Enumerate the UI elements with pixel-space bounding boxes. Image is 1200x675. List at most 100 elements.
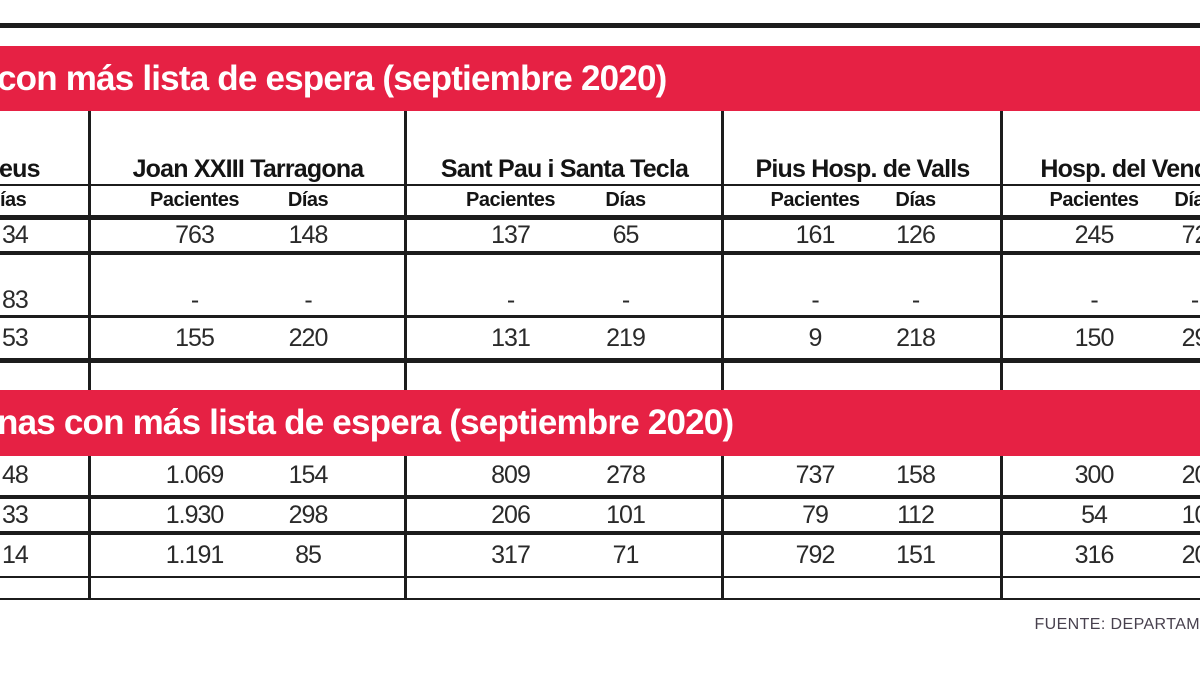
section-2-title: nas con más lista de espera (septiembre …	[0, 403, 734, 442]
cell-value: 158	[896, 461, 936, 489]
cell-value: 1.930	[165, 500, 225, 529]
grid-hline	[0, 215, 1200, 220]
left-cut-value: 83	[2, 286, 29, 314]
cell-value: 9	[808, 323, 823, 352]
section-2-banner: nas con más lista de espera (septiembre …	[0, 390, 1200, 456]
top-rule	[0, 23, 1200, 28]
left-cut-value: 33	[2, 500, 29, 529]
cell-value: 112	[897, 500, 935, 529]
cell-value: 126	[896, 221, 936, 249]
grid-hline	[0, 576, 1200, 578]
left-cut-value: 48	[2, 461, 29, 489]
grid-hline	[0, 184, 1200, 186]
cell-value: 151	[896, 541, 936, 569]
cell-value: 298	[288, 500, 329, 529]
cell-value: 72	[1181, 221, 1200, 249]
cell-value: 85	[295, 541, 322, 569]
left-cut-value: 53	[2, 323, 29, 352]
table-row: 48 1.069 154 809 278 737 158 300 20	[0, 456, 1200, 495]
cell-value: 155	[175, 323, 215, 352]
grid-hline	[0, 358, 1200, 363]
source-credit: FUENTE: DEPARTAM	[1034, 616, 1200, 633]
cell-value: 737	[795, 461, 836, 489]
cell-value: 316	[1074, 541, 1115, 569]
cell-value: 278	[606, 461, 646, 489]
column-header-vendrell: Hosp. del Vendrell	[1040, 155, 1200, 183]
cell-value: 20	[1181, 541, 1200, 569]
cell-value: 792	[795, 541, 836, 569]
cell-value: 20	[1181, 461, 1200, 489]
column-header-pius-valls: Pius Hosp. de Valls	[755, 155, 970, 183]
cell-value: -	[811, 286, 819, 314]
cell-value: 220	[288, 323, 329, 352]
sub-header-row: ías Pacientes Días Pacientes Días Pacien…	[0, 186, 1200, 215]
cell-value: 245	[1074, 221, 1115, 249]
cell-value: 148	[288, 221, 329, 249]
cell-value: 206	[491, 500, 531, 529]
grid-vline	[88, 111, 91, 390]
grid-hline	[0, 495, 1200, 499]
column-header-joan-xxiii: Joan XXIII Tarragona	[132, 155, 365, 183]
cell-value: 71	[612, 541, 640, 569]
cell-value: 317	[491, 541, 531, 569]
grid-vline	[721, 456, 724, 598]
grid-vline	[404, 111, 407, 390]
cell-value: 161	[795, 221, 836, 249]
cell-value: -	[911, 286, 920, 314]
cell-value: -	[1190, 286, 1199, 314]
cell-value: -	[190, 286, 199, 314]
sub-header-pacientes: Pacientes	[1049, 189, 1139, 211]
column-header-sant-pau: Sant Pau i Santa Tecla	[440, 155, 689, 183]
cell-value: 29	[1181, 323, 1200, 352]
table-row: 14 1.191 85 317 71 792 151 316 20	[0, 535, 1200, 576]
cell-value: 101	[606, 500, 646, 529]
cell-value: 137	[491, 221, 531, 249]
cell-value: 1.069	[165, 461, 225, 489]
cell-value: -	[304, 286, 312, 314]
grid-vline	[88, 456, 91, 598]
grid-vline	[1000, 456, 1003, 598]
sub-header-dias: Días	[1174, 189, 1200, 211]
cell-value: 219	[606, 323, 646, 352]
grid-vline	[1000, 111, 1003, 390]
grid-hline	[0, 251, 1200, 255]
cell-value: 150	[1074, 323, 1115, 352]
grid-hline	[0, 598, 1200, 600]
grid-hline	[0, 531, 1200, 535]
column-header-row: eus Joan XXIII Tarragona Sant Pau i Sant…	[0, 111, 1200, 184]
sub-header-pacientes: Pacientes	[150, 189, 239, 211]
sub-header-dias: Días	[895, 189, 936, 211]
sub-header-dias: Días	[287, 189, 329, 211]
section-1-banner: con más lista de espera (septiembre 2020…	[0, 46, 1200, 111]
left-cut-value: 14	[2, 541, 29, 569]
sub-header-pacientes: Pacientes	[770, 189, 860, 211]
cell-value: 10	[1181, 500, 1200, 529]
table-row: 83 - - - - - - - -	[0, 255, 1200, 315]
table-row: 33 1.930 298 206 101 79 112 54 10	[0, 499, 1200, 531]
cell-value: -	[506, 286, 515, 314]
cell-value: 65	[612, 221, 640, 249]
cell-value: 79	[802, 500, 829, 529]
cell-value: 809	[491, 461, 531, 489]
cell-value: 131	[491, 323, 531, 352]
table-row: 53 155 220 131 219 9 218 150 29	[0, 318, 1200, 358]
cell-value: 763	[175, 221, 215, 249]
cell-value: 154	[288, 461, 329, 489]
cell-value: 1.191	[165, 541, 225, 569]
sub-header-left-cut: ías	[0, 189, 27, 211]
column-header-left-cut: eus	[0, 155, 40, 183]
cell-value: -	[621, 286, 630, 314]
grid-hline	[0, 315, 1200, 318]
sub-header-dias: Días	[605, 189, 646, 211]
cell-value: 218	[896, 323, 936, 352]
grid-vline	[404, 456, 407, 598]
grid-vline	[721, 111, 724, 390]
section-1-title: con más lista de espera (septiembre 2020…	[0, 58, 667, 98]
cell-value: -	[1090, 286, 1098, 314]
table-row: 34 763 148 137 65 161 126 245 72	[0, 220, 1200, 251]
left-cut-value: 34	[2, 221, 29, 249]
cell-value: 54	[1081, 500, 1108, 529]
cell-value: 300	[1074, 461, 1115, 489]
sub-header-pacientes: Pacientes	[466, 189, 555, 211]
